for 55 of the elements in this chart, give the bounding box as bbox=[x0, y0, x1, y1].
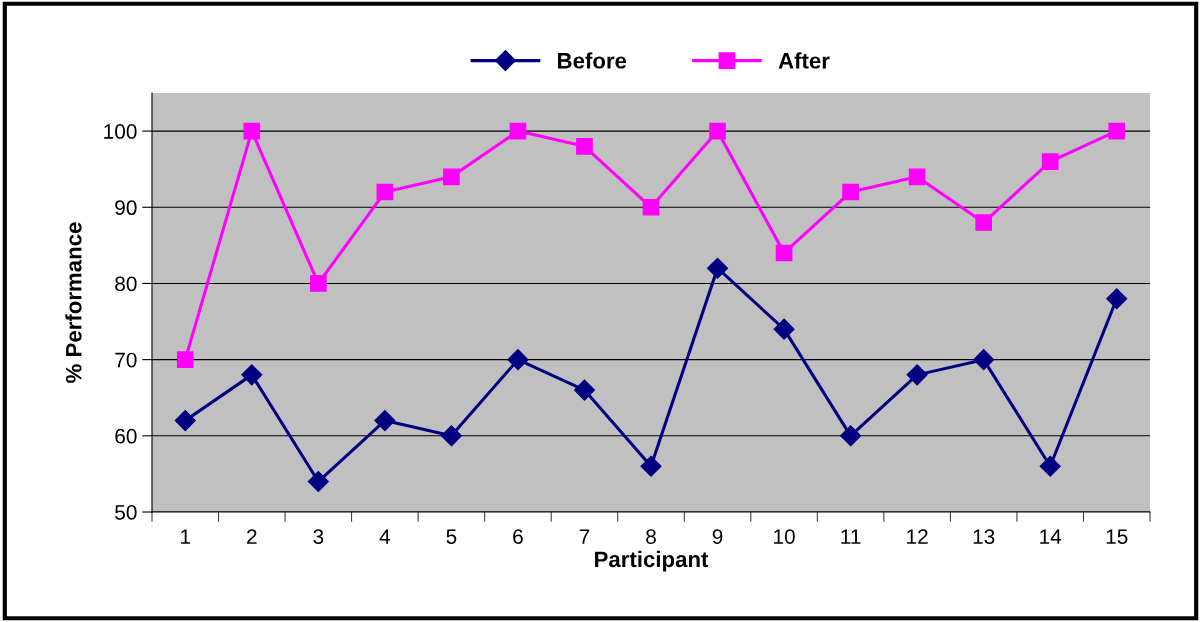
x-tick-label: 3 bbox=[313, 529, 324, 544]
point bbox=[573, 379, 595, 401]
y-tick-label: 60 bbox=[115, 428, 137, 444]
point bbox=[707, 257, 729, 279]
point bbox=[307, 471, 329, 493]
point bbox=[241, 364, 263, 386]
y-tick-label: 50 bbox=[115, 505, 137, 520]
x-tick-label: 9 bbox=[712, 529, 723, 544]
x-tick-label: 10 bbox=[774, 529, 795, 544]
x-tick-label: 14 bbox=[1040, 529, 1062, 544]
x-axis-title: Participant bbox=[595, 550, 709, 572]
point bbox=[576, 137, 593, 155]
point bbox=[243, 122, 261, 140]
point bbox=[443, 168, 460, 186]
point bbox=[509, 122, 527, 140]
point bbox=[840, 425, 862, 447]
point bbox=[842, 183, 859, 201]
y-tick-label: 70 bbox=[115, 352, 137, 368]
point bbox=[1108, 122, 1126, 140]
y-axis-title: % Performance bbox=[65, 222, 82, 383]
x-tick-label: 12 bbox=[907, 529, 928, 544]
point bbox=[709, 122, 726, 140]
point bbox=[374, 410, 396, 432]
legend-label: Before bbox=[558, 52, 627, 69]
point bbox=[174, 410, 196, 432]
legend-label: After bbox=[778, 52, 830, 69]
point bbox=[1106, 288, 1128, 310]
point bbox=[973, 349, 995, 371]
point bbox=[908, 168, 926, 186]
point bbox=[640, 455, 662, 477]
point bbox=[906, 364, 928, 386]
x-tick-label: 4 bbox=[379, 529, 391, 544]
x-tick-label: 13 bbox=[973, 529, 995, 544]
point bbox=[1041, 153, 1059, 170]
y-tick-label: 80 bbox=[115, 276, 137, 292]
point bbox=[775, 244, 793, 262]
point bbox=[440, 425, 462, 447]
y-tick-label: 90 bbox=[115, 200, 137, 216]
point bbox=[975, 214, 993, 231]
x-tick-label: 1 bbox=[181, 529, 191, 544]
point bbox=[176, 351, 194, 368]
point bbox=[309, 275, 327, 292]
x-tick-label: 2 bbox=[247, 529, 257, 544]
point bbox=[376, 183, 394, 201]
y-tick-label: 100 bbox=[104, 124, 137, 139]
x-tick-label: 8 bbox=[646, 529, 656, 544]
point bbox=[642, 198, 660, 216]
x-tick-label: 15 bbox=[1106, 529, 1128, 544]
x-tick-label: 7 bbox=[579, 529, 590, 544]
x-tick-label: 11 bbox=[841, 529, 861, 544]
x-tick-label: 5 bbox=[446, 529, 457, 544]
x-tick-label: 6 bbox=[513, 529, 523, 544]
point bbox=[773, 318, 795, 340]
point bbox=[1039, 455, 1061, 477]
point bbox=[507, 349, 529, 371]
